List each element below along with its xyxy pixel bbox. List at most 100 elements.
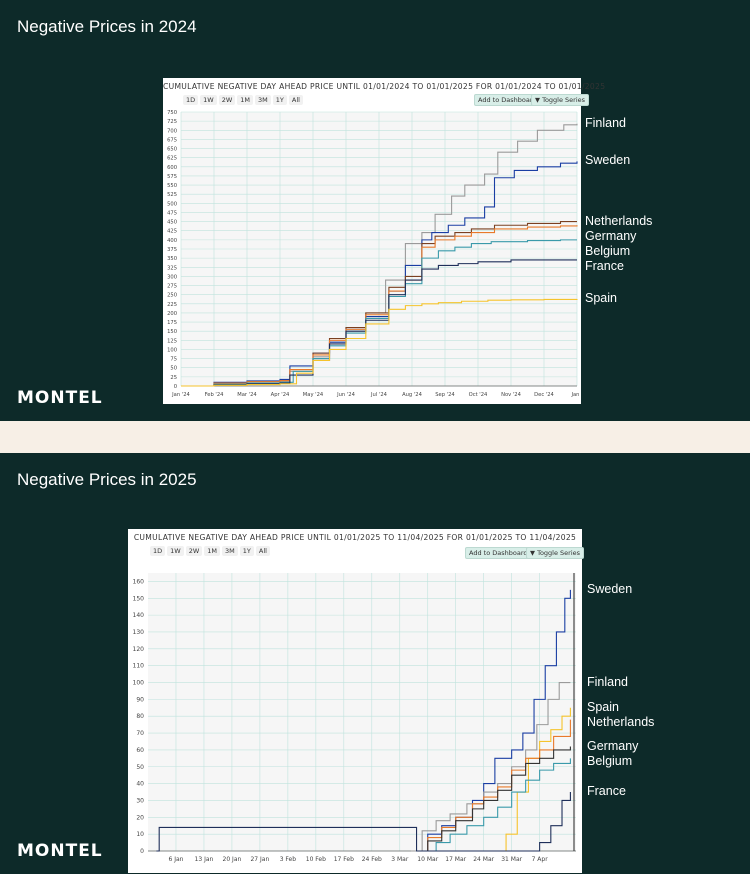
y-tick-label: 175 [167, 320, 177, 326]
range-selector: 1D 1W 2W 1M 3M 1Y All [183, 95, 303, 105]
y-tick-label: 70 [136, 730, 144, 737]
y-tick-label: 350 [167, 256, 177, 262]
y-tick-label: 375 [167, 247, 177, 253]
x-tick-label: Oct '24 [469, 392, 488, 398]
y-tick-label: 110 [133, 663, 145, 670]
range-btn-1w[interactable]: 1W [200, 95, 217, 105]
range-btn-1m[interactable]: 1M [237, 95, 254, 105]
y-tick-label: 120 [133, 646, 145, 653]
x-tick-label: Jun '24 [336, 392, 355, 398]
series-label-belgium: Belgium [587, 753, 633, 768]
series-label-france: France [587, 784, 626, 799]
y-tick-label: 140 [133, 612, 145, 619]
y-tick-label: 10 [136, 831, 144, 838]
series-line-sweden [413, 589, 571, 852]
y-tick-label: 75 [170, 357, 177, 363]
y-tick-label: 100 [133, 680, 145, 687]
y-tick-label: 80 [136, 713, 144, 720]
y-tick-label: 550 [167, 183, 177, 189]
x-tick-label: Sep '24 [435, 392, 455, 398]
chart-card: CUMULATIVE NEGATIVE DAY AHEAD PRICE UNTI… [163, 78, 606, 404]
y-tick-label: 625 [167, 156, 177, 162]
range-btn-3m[interactable]: 3M [222, 546, 238, 556]
x-tick-label: 13 Jan [195, 856, 214, 863]
x-tick-label: 17 Mar [445, 856, 466, 863]
range-btn-1y[interactable]: 1Y [239, 546, 254, 556]
x-tick-label: 31 Mar [501, 856, 522, 863]
x-tick-label: 3 Mar [391, 856, 409, 863]
chart-title: CUMULATIVE NEGATIVE DAY AHEAD PRICE UNTI… [133, 533, 577, 542]
series-label-germany: Germany [585, 228, 637, 243]
toggle-series-button[interactable]: ▼ Toggle Series [526, 547, 585, 559]
chart-plot: 0 25 50 75 100 125 150 175 200 225 250 275 300 325 350… [163, 108, 581, 404]
series-line-france [156, 792, 571, 852]
y-tick-label: 675 [167, 137, 177, 143]
y-tick-label: 275 [167, 284, 177, 290]
y-tick-label: 725 [167, 119, 177, 125]
x-tick-label: Nov '24 [501, 392, 521, 398]
toggle-series-label: Toggle Series [542, 96, 586, 104]
y-tick-label: 50 [170, 366, 177, 372]
series-label-france: France [585, 258, 624, 273]
range-btn-all[interactable]: All [255, 546, 270, 556]
y-tick-label: 750 [167, 110, 177, 116]
y-tick-label: 30 [136, 797, 144, 804]
range-btn-all[interactable]: All [288, 95, 303, 105]
x-tick-label: Dec '24 [534, 392, 554, 398]
y-tick-label: 0 [140, 848, 144, 855]
add-to-dashboard-button[interactable]: Add to Dashboard [465, 547, 532, 559]
x-tick-label: 7 Apr [532, 856, 549, 863]
panel-heading: Negative Prices in 2024 [17, 17, 197, 36]
series-label-sweden: Sweden [587, 581, 633, 596]
y-tick-label: 100 [167, 347, 177, 353]
y-tick-label: 600 [167, 165, 177, 171]
y-tick-label: 40 [136, 781, 144, 788]
panel-2024: Negative Prices in 2024 MONTEL CUMULATIV… [0, 0, 750, 421]
x-tick-label: 24 Mar [473, 856, 494, 863]
x-tick-label: May '24 [303, 392, 324, 398]
chart-plot: 0 10 20 30 40 50 60 70 80 90 100 110 120 130 140 150 160… [128, 563, 582, 873]
x-tick-label: 3 Feb [280, 856, 297, 863]
y-tick-label: 125 [167, 338, 177, 344]
y-tick-label: 160 [133, 578, 145, 585]
x-tick-label: Mar '24 [237, 392, 257, 398]
chart-title: CUMULATIVE NEGATIVE DAY AHEAD PRICE UNTI… [163, 82, 606, 91]
y-tick-label: 400 [167, 238, 177, 244]
y-tick-label: 0 [174, 384, 177, 390]
series-line-germany [181, 225, 578, 387]
x-tick-label: Aug '24 [402, 392, 423, 398]
series-label-finland: Finland [587, 674, 628, 689]
range-btn-1d[interactable]: 1D [183, 95, 199, 105]
x-tick-label: 6 Jan [168, 856, 183, 863]
y-tick-label: 325 [167, 265, 177, 271]
range-btn-2w[interactable]: 2W [218, 95, 236, 105]
y-tick-label: 650 [167, 147, 177, 153]
y-tick-label: 250 [167, 293, 177, 299]
range-btn-3m[interactable]: 3M [255, 95, 271, 105]
range-btn-1m[interactable]: 1M [204, 546, 221, 556]
y-tick-label: 150 [133, 595, 145, 602]
montel-logo: MONTEL [17, 841, 103, 861]
plot-background [148, 573, 576, 851]
toggle-series-label: Toggle Series [537, 549, 581, 557]
range-btn-1d[interactable]: 1D [150, 546, 166, 556]
x-tick-label: Feb '24 [205, 392, 225, 398]
series-label-germany: Germany [587, 738, 639, 753]
x-tick-label: Jul '24 [370, 392, 388, 398]
y-tick-label: 150 [167, 329, 177, 335]
x-tick-label: 10 Mar [417, 856, 438, 863]
toggle-series-button[interactable]: ▼ Toggle Series [531, 94, 590, 106]
series-label-netherlands: Netherlands [585, 213, 653, 228]
series-label-spain: Spain [587, 699, 619, 714]
series-label-finland: Finland [585, 115, 626, 130]
panel-heading: Negative Prices in 2025 [17, 470, 197, 489]
filter-icon: ▼ [535, 96, 540, 104]
range-btn-2w[interactable]: 2W [185, 546, 203, 556]
series-label-netherlands: Netherlands [587, 714, 655, 729]
chart-svg: 0 25 50 75 100 125 150 175 200 225 250 275 300 325 350… [167, 110, 581, 398]
y-tick-label: 60 [136, 747, 144, 754]
y-tick-label: 200 [167, 311, 177, 317]
range-btn-1w[interactable]: 1W [167, 546, 184, 556]
section-divider [0, 421, 750, 453]
range-btn-1y[interactable]: 1Y [272, 95, 287, 105]
